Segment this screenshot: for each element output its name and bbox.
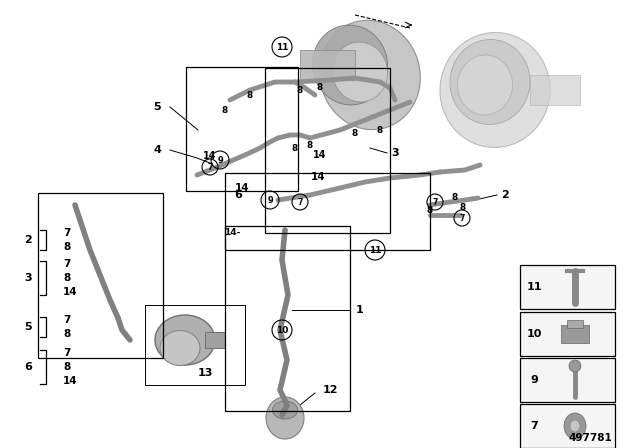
Text: 8: 8 xyxy=(377,125,383,134)
Ellipse shape xyxy=(160,331,200,366)
Bar xyxy=(300,50,355,80)
Ellipse shape xyxy=(440,33,550,147)
Bar xyxy=(561,325,589,343)
Text: 7: 7 xyxy=(460,214,465,223)
Ellipse shape xyxy=(332,42,388,102)
Text: 3: 3 xyxy=(24,273,32,283)
Ellipse shape xyxy=(266,397,304,439)
Text: 8: 8 xyxy=(317,82,323,91)
Ellipse shape xyxy=(570,420,580,432)
Ellipse shape xyxy=(458,55,513,115)
Bar xyxy=(265,68,390,233)
Text: 8: 8 xyxy=(63,362,70,372)
Bar xyxy=(225,226,350,411)
Text: 3: 3 xyxy=(391,148,399,158)
Ellipse shape xyxy=(564,413,586,439)
Text: 14: 14 xyxy=(63,376,77,386)
Text: 14: 14 xyxy=(63,287,77,297)
Bar xyxy=(38,193,163,358)
Text: 8: 8 xyxy=(297,86,303,95)
Text: 8: 8 xyxy=(352,129,358,138)
Text: 8: 8 xyxy=(63,273,70,283)
Text: 11: 11 xyxy=(276,43,288,52)
Text: 8: 8 xyxy=(247,90,253,99)
Text: 7: 7 xyxy=(63,228,70,238)
Bar xyxy=(520,358,615,402)
Text: 4: 4 xyxy=(153,145,161,155)
Bar xyxy=(520,404,615,448)
Ellipse shape xyxy=(319,20,420,129)
Text: 2: 2 xyxy=(501,190,509,200)
Text: 7: 7 xyxy=(63,315,70,325)
Bar xyxy=(205,332,225,348)
Text: 11: 11 xyxy=(369,246,381,254)
Text: 9: 9 xyxy=(267,195,273,204)
Text: 2: 2 xyxy=(24,235,32,245)
Text: 8: 8 xyxy=(292,143,298,152)
Text: 1: 1 xyxy=(356,305,364,315)
Text: 8: 8 xyxy=(452,193,458,202)
Text: 10: 10 xyxy=(276,326,288,335)
Text: 8: 8 xyxy=(222,105,228,115)
Text: 7: 7 xyxy=(63,349,70,358)
Text: 11: 11 xyxy=(526,282,541,292)
Text: 8: 8 xyxy=(63,329,70,339)
Text: 10: 10 xyxy=(526,329,541,339)
Text: 8: 8 xyxy=(307,141,313,150)
Text: 14: 14 xyxy=(204,151,217,161)
Text: 8: 8 xyxy=(427,206,433,215)
Ellipse shape xyxy=(155,315,215,365)
Bar xyxy=(530,75,580,105)
Text: 13: 13 xyxy=(197,368,212,378)
Text: 6: 6 xyxy=(234,190,242,200)
Text: 7: 7 xyxy=(530,421,538,431)
Text: 14-: 14- xyxy=(223,228,240,237)
Text: 7: 7 xyxy=(432,198,438,207)
Text: 9: 9 xyxy=(530,375,538,385)
Text: 9: 9 xyxy=(217,155,223,164)
Bar xyxy=(567,320,583,328)
Ellipse shape xyxy=(273,401,298,419)
Circle shape xyxy=(569,360,581,372)
Text: 8: 8 xyxy=(460,202,466,211)
Text: 5: 5 xyxy=(153,102,161,112)
Ellipse shape xyxy=(312,25,388,105)
Text: 7: 7 xyxy=(207,163,212,172)
Text: 7: 7 xyxy=(63,259,70,269)
Bar xyxy=(225,173,430,250)
Text: 6: 6 xyxy=(24,362,32,372)
Text: 14: 14 xyxy=(313,150,327,160)
Text: 5: 5 xyxy=(24,322,32,332)
Ellipse shape xyxy=(450,39,530,125)
Bar xyxy=(520,265,615,309)
Bar xyxy=(145,305,245,385)
Text: 12: 12 xyxy=(323,385,338,395)
Text: 7: 7 xyxy=(298,198,303,207)
Text: 14: 14 xyxy=(310,172,325,182)
Text: 14: 14 xyxy=(235,183,250,193)
Bar xyxy=(520,312,615,356)
Text: 8: 8 xyxy=(63,241,70,252)
Text: 497781: 497781 xyxy=(568,433,612,443)
Bar xyxy=(186,67,298,191)
